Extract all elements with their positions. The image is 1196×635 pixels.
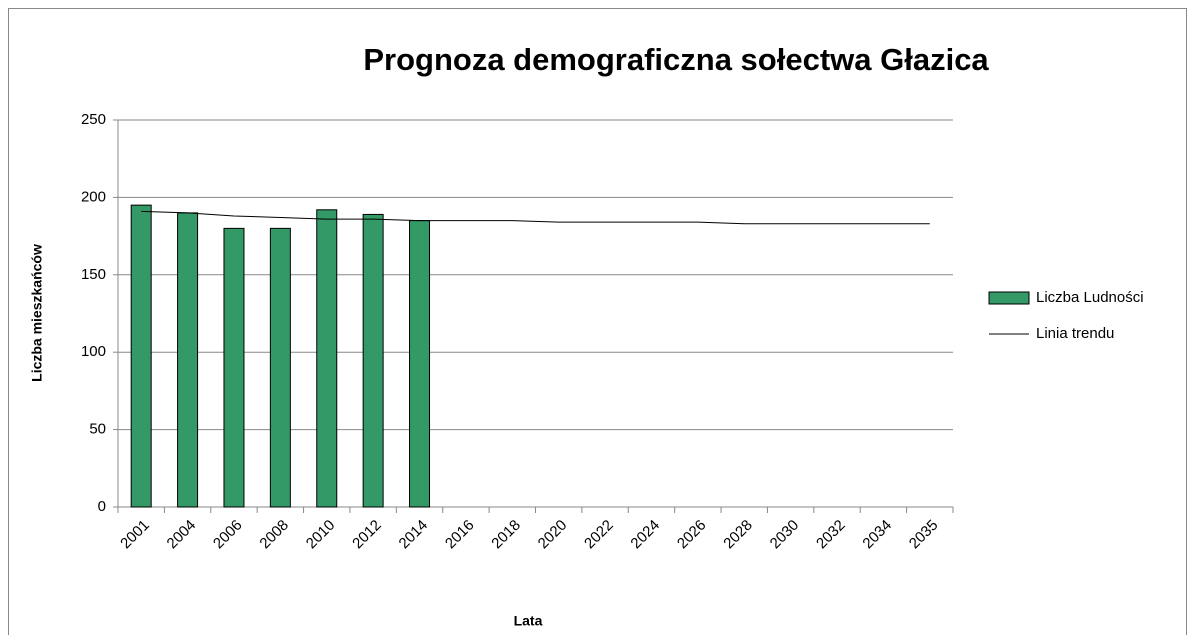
bar bbox=[269, 227, 291, 508]
y-tick-label: 100 bbox=[81, 343, 106, 360]
bar bbox=[177, 212, 199, 508]
y-tick-label: 200 bbox=[81, 188, 106, 205]
bar bbox=[223, 227, 245, 508]
bar bbox=[316, 209, 338, 508]
chart-frame bbox=[8, 8, 1187, 635]
y-tick-label: 150 bbox=[81, 266, 106, 283]
chart-title: Prognoza demograficzna sołectwa Głazica bbox=[363, 42, 989, 77]
legend-swatch bbox=[988, 291, 1030, 305]
trend-line bbox=[141, 210, 930, 225]
y-tick-label: 50 bbox=[89, 421, 106, 438]
legend-label: Liczba Ludności bbox=[1036, 289, 1144, 306]
y-tick-label: 0 bbox=[98, 498, 106, 515]
bar bbox=[362, 213, 384, 508]
legend-label: Linia trendu bbox=[1036, 325, 1114, 342]
x-axis-label: Lata bbox=[514, 613, 543, 629]
bar bbox=[409, 220, 431, 508]
y-tick-label: 250 bbox=[81, 111, 106, 128]
bar bbox=[130, 204, 152, 508]
y-axis-label: Liczba mieszkańców bbox=[29, 244, 45, 382]
